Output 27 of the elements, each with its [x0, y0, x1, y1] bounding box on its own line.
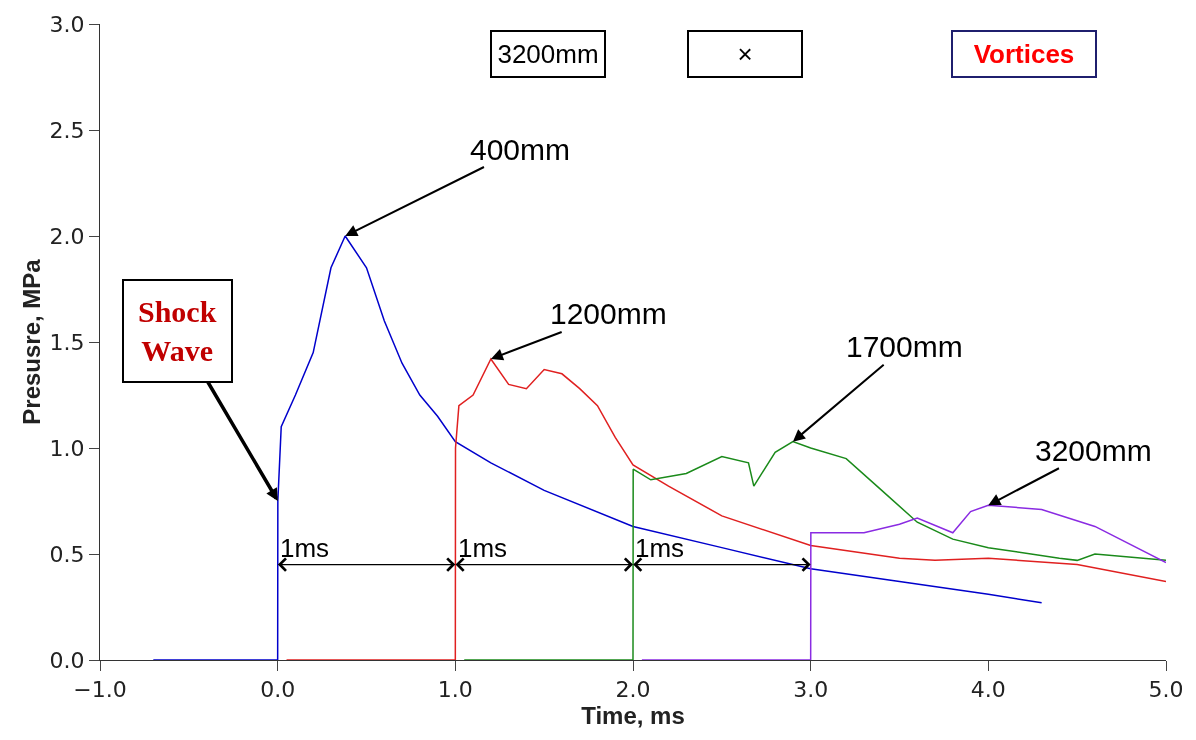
text: 400mm	[470, 133, 571, 166]
annotation: 3200mm	[497, 39, 599, 69]
x-tick-label: −1.0	[73, 677, 127, 703]
y-tick-label: 0.0	[49, 647, 85, 673]
y-tick-label: 1.0	[49, 435, 85, 461]
y-axis-title: Presusre, MPa	[17, 258, 45, 425]
x-tick-label: 3.0	[793, 677, 829, 703]
x-tick-label: 2.0	[615, 677, 651, 703]
y-tick-label: 0.5	[49, 541, 85, 567]
text: 1700mm	[846, 330, 963, 363]
y-tick-label: 2.5	[49, 117, 85, 143]
y-tick-label: 3.0	[49, 11, 85, 37]
x-axis-title: Time, ms	[581, 702, 685, 730]
y-tick-label: 2.0	[49, 223, 85, 249]
annotation: 1ms	[635, 533, 685, 563]
x-tick-label: 1.0	[437, 677, 473, 703]
annotation: Vortices	[973, 39, 1075, 69]
x-tick-label: 5.0	[1148, 677, 1184, 703]
x-tick-label: 4.0	[970, 677, 1006, 703]
annotation: ×	[737, 39, 753, 69]
series-label: 1200mm	[550, 297, 667, 330]
x-tick-label: 0.0	[260, 677, 296, 703]
annotation: Shock Wave	[138, 295, 217, 367]
series-label: 3200mm	[1035, 434, 1152, 467]
y-tick-label: 1.5	[49, 329, 85, 355]
annotation: 1ms	[458, 533, 508, 563]
annotation: 1ms	[280, 533, 330, 563]
